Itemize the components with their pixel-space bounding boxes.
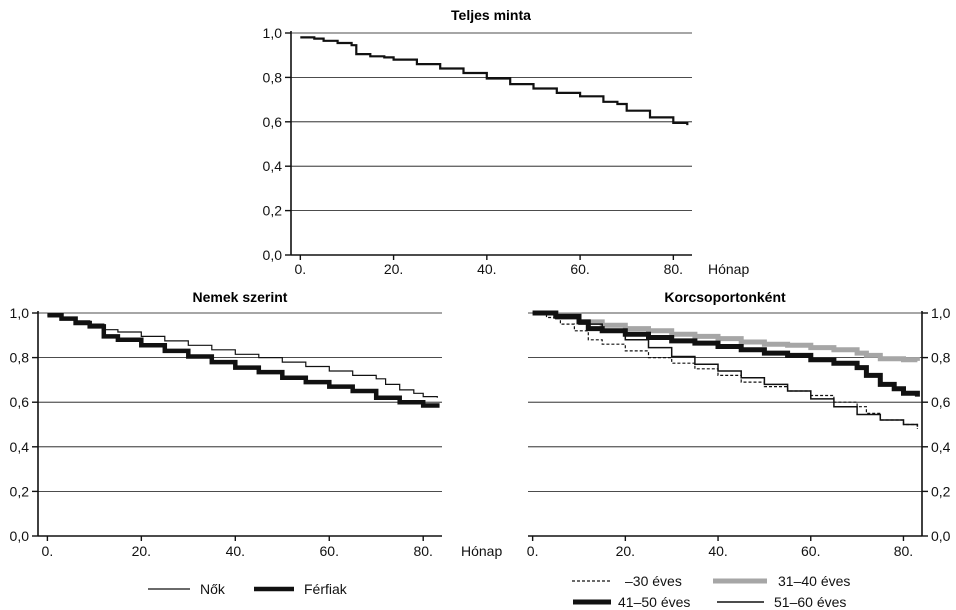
x-tick-label: 60. [570,261,589,277]
y-tick-label: 0,6 [10,394,30,410]
series-line-1 [47,314,438,398]
y-tick-label: 0,8 [263,69,283,85]
y-tick-label: 1,0 [263,25,283,41]
x-tick-label: 60. [801,543,820,559]
chart-panel-3: Korcsoportonként 0,0 0,2 0,4 0,6 0,8 1,0 0. 20. 4… [527,289,951,610]
legend-label: Férfiak [304,581,348,597]
y-tick-label: 0,6 [931,394,951,410]
y-tick-label: 0,4 [263,158,283,174]
x-axis-label: Hónap [461,543,502,559]
y-tick-label: 0,4 [931,439,951,455]
legend-label: –30 éves [625,573,682,589]
legend-label: 31–40 éves [778,573,850,589]
chart-title: Nemek szerint [193,289,288,305]
x-tick-label: 40. [477,261,496,277]
series-line-4 [532,312,919,427]
x-tick-label: 0. [294,261,306,277]
x-tick-label: 40. [226,543,245,559]
x-axis-label: Hónap [708,261,749,277]
x-tick-label: 0. [42,543,54,559]
x-tick-label: 0. [527,543,539,559]
y-tick-label: 0,0 [10,528,30,544]
chart-panel-2: Nemek szerint 0,0 0,2 0,4 0,6 0,8 1,0 0. 20. 40. 6… [10,289,503,597]
y-tick-label: 0,2 [263,203,283,219]
series-line-1 [532,312,918,429]
legend-label: 41–50 éves [618,594,690,610]
y-tick-label: 0,8 [10,350,30,366]
chart-panel-1: Teljes minta 0,0 0,2 0,4 0,6 0,8 1,0 0. 20. 40. 60… [263,7,750,277]
y-tick-label: 0,6 [263,114,283,130]
legend-label: 51–60 éves [774,594,846,610]
series-line-2 [47,312,440,408]
x-tick-label: 20. [132,543,151,559]
series-line [300,36,689,126]
chart-title: Teljes minta [451,7,531,23]
y-tick-label: 0,2 [10,483,30,499]
y-tick-label: 0,4 [10,439,30,455]
y-tick-label: 0,2 [931,483,951,499]
x-tick-label: 80. [664,261,683,277]
x-tick-label: 80. [894,543,913,559]
y-tick-label: 1,0 [10,305,30,321]
x-tick-label: 80. [413,543,432,559]
y-tick-label: 1,0 [931,305,951,321]
y-tick-label: 0,0 [931,528,951,544]
x-tick-label: 20. [384,261,403,277]
legend-label: Nők [200,581,226,597]
x-tick-label: 20. [616,543,635,559]
y-tick-label: 0,0 [263,247,283,263]
x-tick-label: 40. [708,543,727,559]
chart-title: Korcsoportonként [664,289,786,305]
y-tick-label: 0,8 [931,350,951,366]
x-tick-label: 60. [320,543,339,559]
series-line-3 [532,310,920,397]
